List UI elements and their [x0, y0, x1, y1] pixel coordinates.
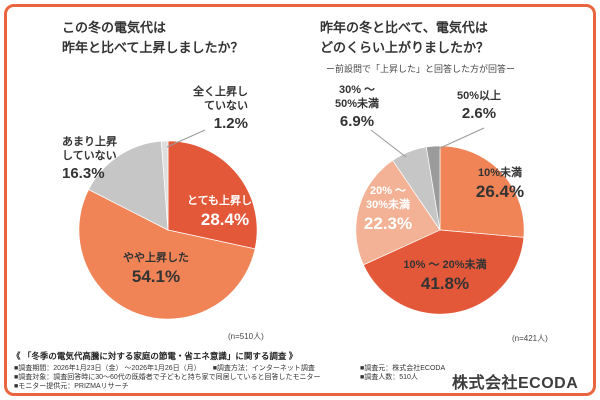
pie-label-30-50pct: 30% ～ 50%未満 6.9%: [327, 84, 387, 130]
pie-slice: [78, 189, 256, 320]
pie-label-totemo-joushou: とても上昇した 28.4%: [185, 195, 265, 229]
pie-label-under-10pct: 10%未満 26.4%: [464, 167, 536, 201]
pie-right-svg: [355, 145, 525, 315]
pie-label-text: やや上昇した: [123, 252, 189, 264]
pie-label-20-30pct: 20% ～ 30%未満 22.3%: [357, 185, 419, 233]
pie-slice: [88, 140, 169, 231]
survey-title: 《 「冬季の電気代高騰に対する家庭の節電・省エネ意識」に関する調査 》: [12, 351, 298, 361]
survey-count: ■調査人数：510人: [360, 374, 418, 381]
pie-label-value: 28.4%: [200, 209, 250, 229]
pie-label-value: 1.2%: [213, 114, 248, 132]
pie-label-value: 26.4%: [475, 181, 525, 201]
survey-target: ■調査対象：調査回答時に30～60代の既婚者で子どもと持ち家で同居していると回答…: [14, 374, 321, 381]
left-chart-title: この冬の電気代は 昨年と比べて上昇しましたか？: [62, 18, 243, 58]
pie-chart-left: [78, 140, 258, 320]
survey-monitor-provider: ■モニター提供元：PRIZMAリサーチ: [14, 383, 129, 390]
company-logo: 株式会社ECODA: [452, 375, 579, 392]
pie-slice: [355, 159, 441, 266]
left-sample-size: (n=510人): [228, 332, 264, 341]
survey-period: ■調査期間：2026年1月23日（金） ～2026年1月26日（月）: [14, 365, 201, 372]
right-chart-subtitle: ー前設問で「上昇した」と回答した方が回答ー: [326, 64, 516, 74]
pie-label-text: 10% ～ 20%未満: [403, 259, 487, 271]
right-chart-title: 昨年の冬と比べて、電気代は どのくらい上がりましたか？: [320, 18, 489, 58]
right-chart-title-line1: 昨年の冬と比べて、電気代は: [320, 20, 488, 35]
pie-chart-right: [355, 145, 525, 315]
pie-label-text: 10%未満: [477, 167, 523, 179]
left-chart-title-line1: この冬の電気代は: [62, 20, 167, 35]
pie-label-yaya-joushou: やや上昇した 54.1%: [114, 252, 198, 286]
pie-left-svg: [78, 140, 258, 320]
pie-label-amari-joushou-shiteinai: あまり上昇 していない 16.3%: [62, 136, 126, 182]
right-chart-title-line2: どのくらい上がりましたか？: [320, 40, 490, 56]
pie-label-text: 30% ～: [338, 84, 376, 96]
survey-row-period-method: ■調査期間：2026年1月23日（金） ～2026年1月26日（月） ■調査方法：…: [14, 363, 315, 373]
pie-label-mattaku-joushou-shiteinai: 全く上昇し ていない 1.2%: [176, 86, 248, 132]
pie-label-text: 50%未満: [334, 97, 380, 110]
pie-label-value: 41.8%: [420, 273, 470, 293]
pie-label-text: 50%以上: [456, 90, 502, 102]
pie-label-value: 22.3%: [363, 213, 413, 233]
pie-label-value: 16.3%: [62, 164, 105, 182]
pie-label-text: ていない: [204, 99, 248, 112]
pie-label-text: とても上昇した: [186, 195, 264, 207]
pie-label-text: していない: [62, 149, 117, 162]
pie-label-text: 30%未満: [365, 198, 411, 211]
pie-slice: [362, 229, 525, 315]
pie-label-text: 全く上昇し: [193, 86, 248, 98]
pie-label-over-50pct: 50%以上 2.6%: [448, 90, 510, 122]
survey-source: ■調査元：株式会社ECODA: [360, 365, 446, 372]
pie-label-text: あまり上昇: [62, 136, 117, 148]
pie-label-value: 6.9%: [339, 112, 375, 130]
right-sample-size: (n=421人): [512, 334, 548, 343]
pie-label-value: 54.1%: [131, 266, 181, 286]
pie-label-10-20pct: 10% ～ 20%未満 41.8%: [396, 259, 494, 293]
left-chart-title-line2: 昨年と比べて上昇しましたか？: [62, 40, 244, 56]
pie-label-text: 20% ～: [369, 185, 407, 197]
pie-label-value: 2.6%: [461, 104, 497, 122]
survey-method: ■調査方法：インターネット調査: [212, 365, 315, 372]
